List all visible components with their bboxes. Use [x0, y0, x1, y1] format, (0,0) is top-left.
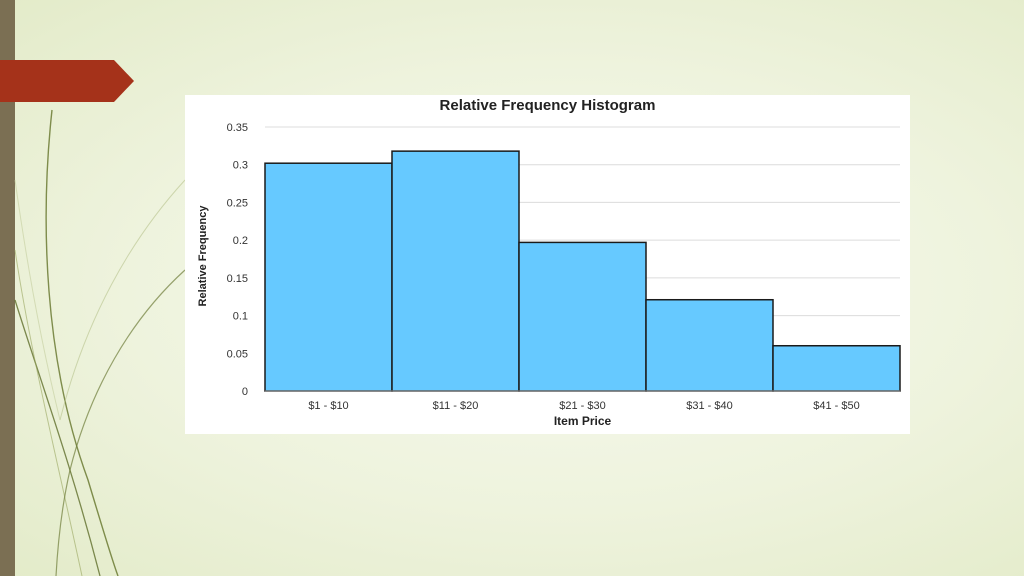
accent-tab: [0, 60, 134, 102]
decorative-swooshes: [14, 109, 186, 576]
y-tick-label: 0.25: [227, 197, 248, 209]
y-tick-label: 0: [242, 386, 248, 398]
histogram-bar: [518, 241, 647, 392]
histogram-bar: [772, 344, 901, 392]
x-tick-label: $41 - $50: [813, 400, 859, 412]
chart-panel: Relative Frequency Histogram 0 0.05 0.1 0.1…: [185, 95, 910, 434]
y-tick-label: 0.05: [227, 348, 248, 360]
x-tick-label: $31 - $40: [686, 400, 732, 412]
y-tick-label: 0.3: [233, 160, 248, 172]
histogram-bar: [645, 298, 774, 392]
y-axis-title: Relative Frequency: [197, 205, 209, 307]
histogram-chart: 0 0.05 0.1 0.15 0.2 0.25 0.3 0.35 $1 - $10 $11 - …: [197, 122, 901, 428]
y-tick-label: 0.15: [227, 273, 248, 285]
chart-title: Relative Frequency Histogram: [439, 97, 656, 114]
x-axis-title: Item Price: [554, 414, 612, 428]
left-accent-bar: [0, 0, 15, 576]
y-tick-label: 0.1: [233, 311, 248, 323]
y-tick-label: 0.2: [233, 235, 248, 247]
x-tick-label: $1 - $10: [308, 400, 348, 412]
histogram-bar: [264, 162, 393, 392]
x-tick-label: $21 - $30: [559, 400, 605, 412]
histogram-bar: [391, 150, 520, 392]
y-tick-label: 0.35: [227, 122, 248, 134]
x-tick-label: $11 - $20: [433, 400, 479, 412]
